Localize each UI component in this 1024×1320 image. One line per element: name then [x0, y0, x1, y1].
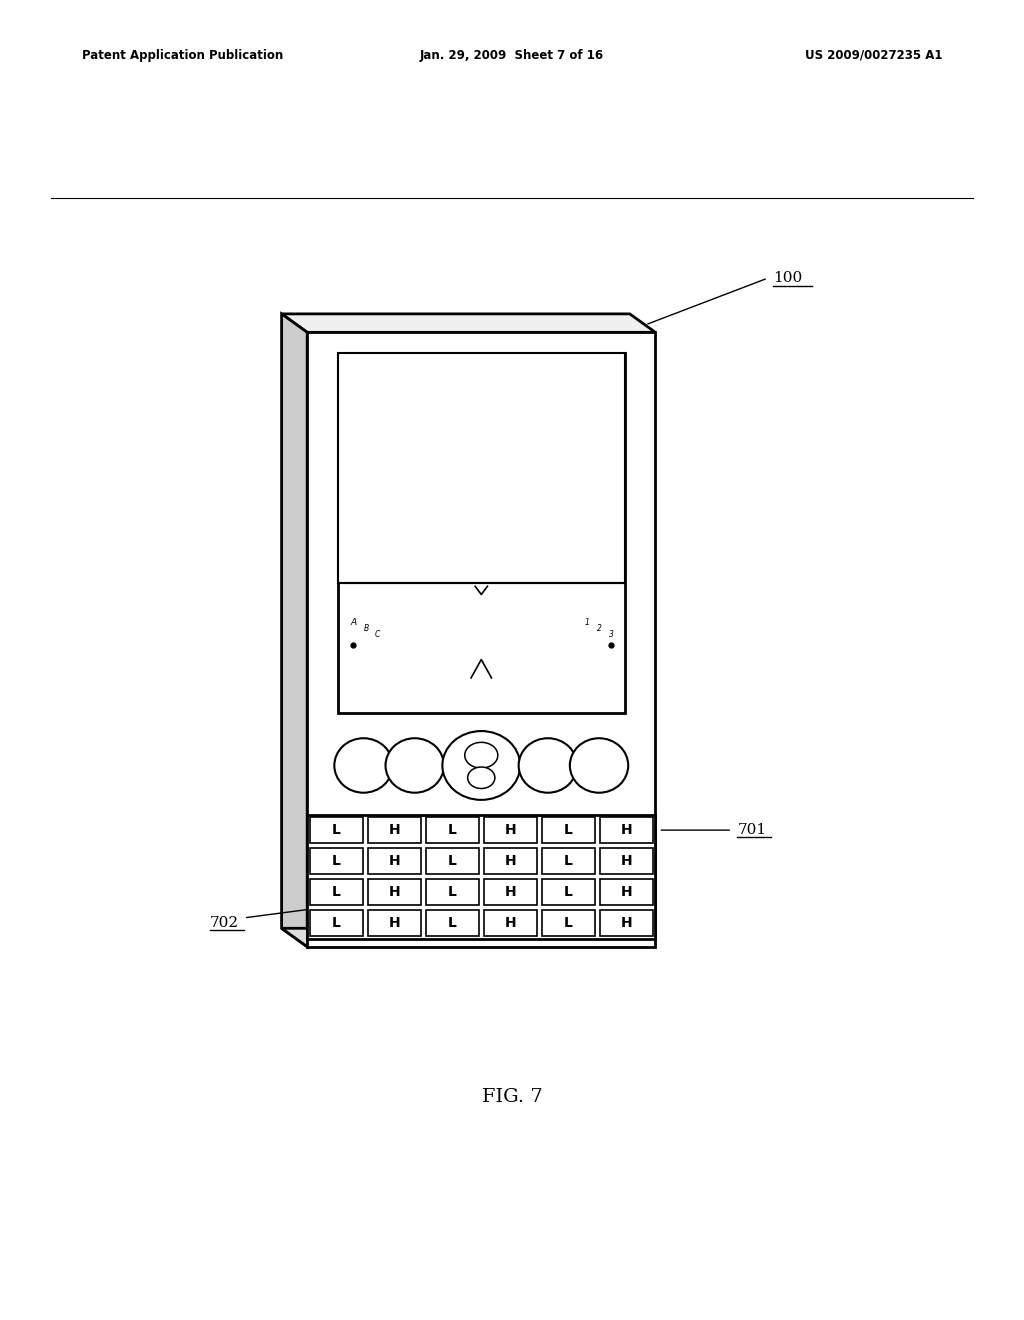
- Text: L: L: [564, 916, 572, 931]
- Text: L: L: [447, 916, 457, 931]
- Text: 100: 100: [773, 271, 803, 285]
- Polygon shape: [282, 314, 307, 946]
- Text: L: L: [332, 824, 341, 837]
- Text: C: C: [375, 630, 381, 639]
- Text: H: H: [621, 824, 632, 837]
- Polygon shape: [282, 314, 655, 333]
- Bar: [426, 909, 479, 936]
- Text: H: H: [388, 886, 400, 899]
- Bar: [483, 879, 537, 906]
- Text: L: L: [564, 854, 572, 869]
- Bar: [600, 909, 652, 936]
- Bar: [542, 849, 595, 874]
- Ellipse shape: [468, 767, 495, 788]
- Ellipse shape: [385, 738, 444, 793]
- Bar: [483, 817, 537, 843]
- Bar: [338, 352, 625, 583]
- Ellipse shape: [518, 738, 577, 793]
- Text: H: H: [621, 854, 632, 869]
- Ellipse shape: [569, 738, 628, 793]
- Text: H: H: [388, 854, 400, 869]
- Bar: [426, 879, 479, 906]
- Bar: [483, 849, 537, 874]
- Text: L: L: [332, 916, 341, 931]
- Bar: [600, 879, 652, 906]
- Bar: [542, 817, 595, 843]
- Bar: [309, 849, 362, 874]
- Text: L: L: [447, 854, 457, 869]
- Text: H: H: [505, 916, 516, 931]
- Bar: [309, 879, 362, 906]
- Text: H: H: [505, 886, 516, 899]
- Text: Jan. 29, 2009  Sheet 7 of 16: Jan. 29, 2009 Sheet 7 of 16: [420, 49, 604, 62]
- Text: 1: 1: [585, 618, 589, 627]
- Ellipse shape: [465, 742, 498, 768]
- Text: H: H: [388, 916, 400, 931]
- Bar: [309, 817, 362, 843]
- Text: L: L: [564, 886, 572, 899]
- Text: H: H: [621, 916, 632, 931]
- Bar: [368, 879, 421, 906]
- Bar: [426, 817, 479, 843]
- Bar: [600, 817, 652, 843]
- Ellipse shape: [442, 731, 520, 800]
- Polygon shape: [307, 333, 655, 946]
- Bar: [600, 849, 652, 874]
- Text: H: H: [505, 854, 516, 869]
- Bar: [426, 849, 479, 874]
- Bar: [483, 909, 537, 936]
- Bar: [307, 814, 655, 939]
- Text: 2: 2: [597, 624, 601, 634]
- Text: H: H: [621, 886, 632, 899]
- Polygon shape: [282, 928, 655, 946]
- Bar: [368, 817, 421, 843]
- Bar: [542, 909, 595, 936]
- Text: L: L: [447, 824, 457, 837]
- Text: H: H: [505, 824, 516, 837]
- Text: L: L: [332, 854, 341, 869]
- Ellipse shape: [334, 738, 392, 793]
- Bar: [368, 849, 421, 874]
- Bar: [338, 352, 625, 713]
- Bar: [542, 879, 595, 906]
- Text: 3: 3: [609, 630, 613, 639]
- Text: FIG. 7: FIG. 7: [481, 1088, 543, 1106]
- Text: 701: 701: [737, 824, 766, 837]
- Bar: [368, 909, 421, 936]
- Text: US 2009/0027235 A1: US 2009/0027235 A1: [805, 49, 942, 62]
- Text: L: L: [332, 886, 341, 899]
- Text: A: A: [350, 618, 356, 627]
- Text: H: H: [388, 824, 400, 837]
- Text: 702: 702: [210, 916, 239, 931]
- Text: L: L: [447, 886, 457, 899]
- Bar: [309, 909, 362, 936]
- Text: L: L: [564, 824, 572, 837]
- Text: B: B: [364, 624, 370, 634]
- Text: Patent Application Publication: Patent Application Publication: [82, 49, 284, 62]
